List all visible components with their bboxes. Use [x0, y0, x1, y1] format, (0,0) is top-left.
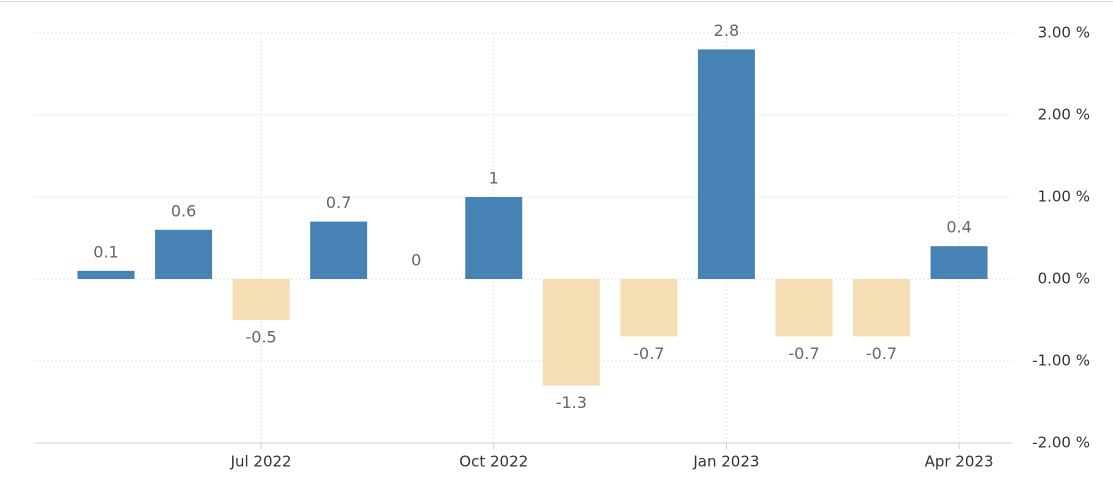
y-tick-label: 2.00 % — [1038, 106, 1090, 124]
x-tick-label: Apr 2023 — [925, 453, 994, 471]
bar — [775, 279, 833, 337]
bar — [542, 279, 600, 386]
value-label: 0.6 — [171, 201, 196, 220]
value-label: -0.5 — [245, 328, 276, 347]
y-tick-label: 3.00 % — [1038, 24, 1090, 42]
value-label: 0 — [411, 251, 421, 270]
x-tick-label: Oct 2022 — [459, 453, 528, 471]
value-label: 0.4 — [946, 218, 971, 237]
y-tick-label: -1.00 % — [1032, 352, 1090, 370]
y-tick-label: 1.00 % — [1038, 188, 1090, 206]
x-tick-label: Jul 2022 — [230, 453, 292, 471]
value-label: 1 — [489, 169, 499, 188]
y-tick-label: 0.00 % — [1038, 270, 1090, 288]
bar — [465, 197, 523, 279]
bar — [930, 246, 988, 279]
value-label: -0.7 — [633, 344, 664, 363]
y-tick-label: -2.00 % — [1032, 434, 1090, 452]
value-label: 0.1 — [93, 242, 118, 261]
value-label: -0.7 — [866, 344, 897, 363]
bar — [853, 279, 910, 337]
value-label: 2.8 — [714, 21, 739, 40]
bar — [77, 270, 135, 279]
bar — [155, 229, 213, 279]
value-label: -0.7 — [788, 344, 819, 363]
bar — [697, 49, 755, 280]
bar — [310, 221, 368, 279]
value-label: -1.3 — [556, 393, 587, 412]
bar — [232, 279, 290, 320]
bar — [620, 279, 678, 337]
x-tick-label: Jan 2023 — [692, 453, 759, 471]
value-label: 0.7 — [326, 193, 351, 212]
